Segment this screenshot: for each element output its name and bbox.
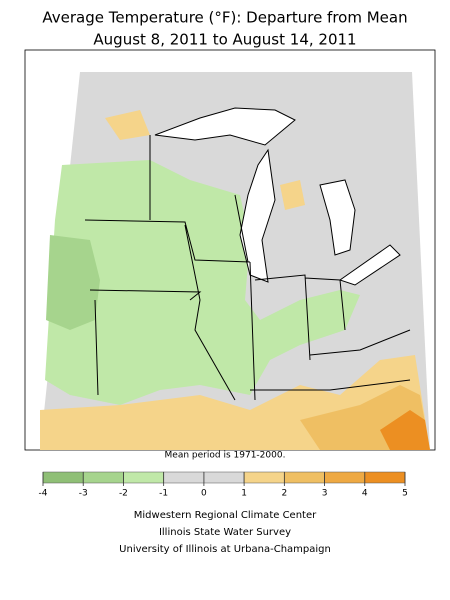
legend-bin	[284, 471, 325, 484]
legend-tick-label: -2	[119, 489, 128, 499]
legend-tick-label: -3	[79, 489, 88, 499]
lake-superior	[154, 107, 296, 146]
legend-tick-label: 0	[201, 489, 207, 499]
legend-tick-label: 2	[281, 489, 287, 499]
legend-tick-label: 5	[402, 489, 408, 499]
legend-bin	[82, 471, 124, 484]
legend-bin	[243, 471, 285, 484]
note: Mean period is 1971-2000.	[165, 451, 286, 461]
legend-tick-label: -1	[159, 489, 168, 499]
orange-spot	[105, 110, 150, 140]
credit: Midwestern Regional Climate Center	[134, 510, 317, 521]
legend-tick-label: 4	[362, 489, 368, 499]
orange-spot	[280, 180, 305, 210]
lake-huron	[319, 179, 356, 256]
legend-bin	[203, 471, 245, 484]
legend-tick-label: 3	[322, 489, 328, 499]
legend-bin	[364, 471, 406, 484]
legend-bin	[123, 471, 164, 484]
title-line-2: August 8, 2011 to August 14, 2011	[93, 31, 356, 49]
legend-bin	[42, 471, 84, 484]
legend-bin	[163, 471, 205, 484]
credit: University of Illinois at Urbana-Champai…	[119, 544, 331, 555]
lake-erie	[338, 244, 401, 286]
legend-bin	[324, 471, 366, 484]
green-area-dark	[46, 235, 100, 330]
title-line-1: Average Temperature (°F): Departure from…	[42, 9, 407, 27]
state-borders	[84, 135, 411, 401]
legend-tick-label: -4	[39, 489, 48, 499]
orange-area-dark	[380, 410, 430, 450]
map	[24, 49, 436, 451]
legend-tick-label: 1	[241, 489, 247, 499]
legend: -4 -3 -2 -1 0 1 2 3 4 5	[39, 471, 408, 499]
credit: Illinois State Water Survey	[159, 527, 291, 538]
